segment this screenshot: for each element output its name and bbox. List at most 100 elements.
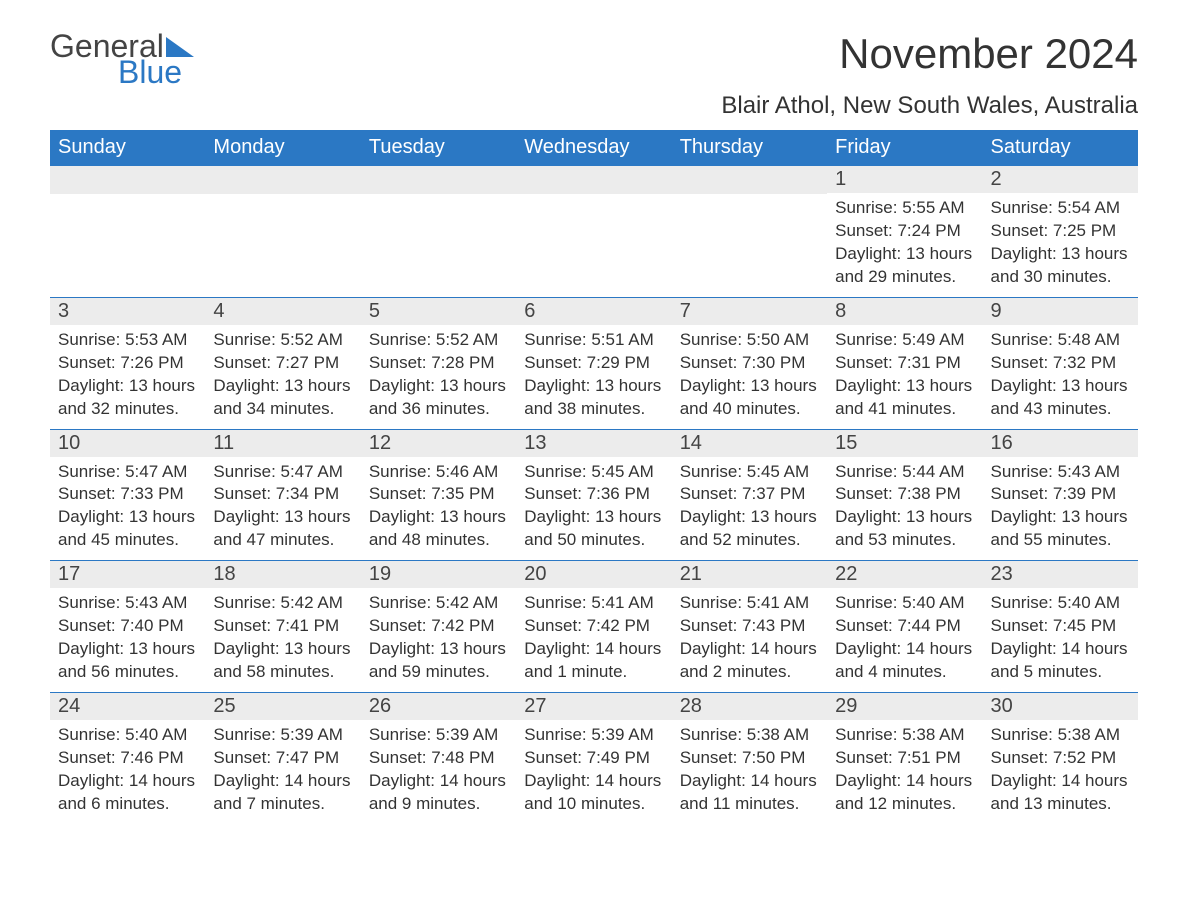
day-number [672,166,827,194]
logo: General Blue [50,30,194,88]
daylight-line: Daylight: 13 hours and 52 minutes. [680,506,819,552]
sunset-line: Sunset: 7:43 PM [680,615,819,638]
sunrise-line: Sunrise: 5:41 AM [524,592,663,615]
day-cell: 28Sunrise: 5:38 AMSunset: 7:50 PMDayligh… [672,693,827,824]
sunset-line: Sunset: 7:47 PM [213,747,352,770]
day-cell: 26Sunrise: 5:39 AMSunset: 7:48 PMDayligh… [361,693,516,824]
sunrise-line: Sunrise: 5:51 AM [524,329,663,352]
sunrise-line: Sunrise: 5:39 AM [524,724,663,747]
daylight-line: Daylight: 14 hours and 13 minutes. [991,770,1130,816]
day-cell: 22Sunrise: 5:40 AMSunset: 7:44 PMDayligh… [827,561,982,692]
day-body: Sunrise: 5:48 AMSunset: 7:32 PMDaylight:… [983,325,1138,429]
daylight-line: Daylight: 13 hours and 38 minutes. [524,375,663,421]
sunrise-line: Sunrise: 5:42 AM [213,592,352,615]
day-cell [516,166,671,297]
sunrise-line: Sunrise: 5:52 AM [369,329,508,352]
sunrise-line: Sunrise: 5:49 AM [835,329,974,352]
daylight-line: Daylight: 14 hours and 5 minutes. [991,638,1130,684]
day-body: Sunrise: 5:47 AMSunset: 7:33 PMDaylight:… [50,457,205,561]
day-cell: 29Sunrise: 5:38 AMSunset: 7:51 PMDayligh… [827,693,982,824]
day-cell: 25Sunrise: 5:39 AMSunset: 7:47 PMDayligh… [205,693,360,824]
sunset-line: Sunset: 7:35 PM [369,483,508,506]
day-cell: 1Sunrise: 5:55 AMSunset: 7:24 PMDaylight… [827,166,982,297]
sunset-line: Sunset: 7:27 PM [213,352,352,375]
day-number: 30 [983,693,1138,720]
month-title: November 2024 [839,30,1138,78]
day-number: 13 [516,430,671,457]
day-cell: 27Sunrise: 5:39 AMSunset: 7:49 PMDayligh… [516,693,671,824]
sunset-line: Sunset: 7:33 PM [58,483,197,506]
day-number: 25 [205,693,360,720]
daylight-line: Daylight: 14 hours and 4 minutes. [835,638,974,684]
day-number: 8 [827,298,982,325]
day-body: Sunrise: 5:50 AMSunset: 7:30 PMDaylight:… [672,325,827,429]
sunrise-line: Sunrise: 5:45 AM [680,461,819,484]
day-cell: 23Sunrise: 5:40 AMSunset: 7:45 PMDayligh… [983,561,1138,692]
week-row: 1Sunrise: 5:55 AMSunset: 7:24 PMDaylight… [50,165,1138,297]
day-body: Sunrise: 5:55 AMSunset: 7:24 PMDaylight:… [827,193,982,297]
day-number: 14 [672,430,827,457]
day-cell: 19Sunrise: 5:42 AMSunset: 7:42 PMDayligh… [361,561,516,692]
header: General Blue November 2024 [50,30,1138,88]
sunrise-line: Sunrise: 5:40 AM [58,724,197,747]
day-number [516,166,671,194]
sunrise-line: Sunrise: 5:43 AM [58,592,197,615]
day-cell: 8Sunrise: 5:49 AMSunset: 7:31 PMDaylight… [827,298,982,429]
day-cell: 30Sunrise: 5:38 AMSunset: 7:52 PMDayligh… [983,693,1138,824]
week-row: 10Sunrise: 5:47 AMSunset: 7:33 PMDayligh… [50,429,1138,561]
daylight-line: Daylight: 13 hours and 53 minutes. [835,506,974,552]
dow-monday: Monday [205,130,360,165]
day-body: Sunrise: 5:46 AMSunset: 7:35 PMDaylight:… [361,457,516,561]
dow-saturday: Saturday [983,130,1138,165]
dow-wednesday: Wednesday [516,130,671,165]
day-number: 19 [361,561,516,588]
sunset-line: Sunset: 7:26 PM [58,352,197,375]
daylight-line: Daylight: 14 hours and 9 minutes. [369,770,508,816]
week-row: 3Sunrise: 5:53 AMSunset: 7:26 PMDaylight… [50,297,1138,429]
sunset-line: Sunset: 7:32 PM [991,352,1130,375]
day-cell: 14Sunrise: 5:45 AMSunset: 7:37 PMDayligh… [672,430,827,561]
day-number: 26 [361,693,516,720]
weeks-container: 1Sunrise: 5:55 AMSunset: 7:24 PMDaylight… [50,165,1138,824]
sunrise-line: Sunrise: 5:48 AM [991,329,1130,352]
daylight-line: Daylight: 13 hours and 47 minutes. [213,506,352,552]
day-body: Sunrise: 5:40 AMSunset: 7:46 PMDaylight:… [50,720,205,824]
sunrise-line: Sunrise: 5:40 AM [835,592,974,615]
day-number: 27 [516,693,671,720]
day-body: Sunrise: 5:40 AMSunset: 7:44 PMDaylight:… [827,588,982,692]
day-body: Sunrise: 5:39 AMSunset: 7:48 PMDaylight:… [361,720,516,824]
day-cell [361,166,516,297]
day-number: 22 [827,561,982,588]
day-number: 24 [50,693,205,720]
sunrise-line: Sunrise: 5:38 AM [991,724,1130,747]
day-cell: 4Sunrise: 5:52 AMSunset: 7:27 PMDaylight… [205,298,360,429]
sunrise-line: Sunrise: 5:47 AM [58,461,197,484]
daylight-line: Daylight: 13 hours and 34 minutes. [213,375,352,421]
sunset-line: Sunset: 7:40 PM [58,615,197,638]
day-body: Sunrise: 5:39 AMSunset: 7:49 PMDaylight:… [516,720,671,824]
sunrise-line: Sunrise: 5:54 AM [991,197,1130,220]
sunrise-line: Sunrise: 5:44 AM [835,461,974,484]
sunrise-line: Sunrise: 5:39 AM [213,724,352,747]
day-number: 4 [205,298,360,325]
daylight-line: Daylight: 14 hours and 12 minutes. [835,770,974,816]
day-body: Sunrise: 5:39 AMSunset: 7:47 PMDaylight:… [205,720,360,824]
day-number: 10 [50,430,205,457]
day-number: 5 [361,298,516,325]
sunset-line: Sunset: 7:46 PM [58,747,197,770]
dow-thursday: Thursday [672,130,827,165]
day-number: 3 [50,298,205,325]
sunset-line: Sunset: 7:25 PM [991,220,1130,243]
day-number: 6 [516,298,671,325]
day-number: 16 [983,430,1138,457]
daylight-line: Daylight: 13 hours and 32 minutes. [58,375,197,421]
sunset-line: Sunset: 7:38 PM [835,483,974,506]
sunset-line: Sunset: 7:42 PM [524,615,663,638]
day-body: Sunrise: 5:38 AMSunset: 7:51 PMDaylight:… [827,720,982,824]
sunset-line: Sunset: 7:29 PM [524,352,663,375]
day-cell: 13Sunrise: 5:45 AMSunset: 7:36 PMDayligh… [516,430,671,561]
day-cell: 3Sunrise: 5:53 AMSunset: 7:26 PMDaylight… [50,298,205,429]
day-cell: 17Sunrise: 5:43 AMSunset: 7:40 PMDayligh… [50,561,205,692]
daylight-line: Daylight: 13 hours and 50 minutes. [524,506,663,552]
logo-blue-text: Blue [118,56,194,88]
